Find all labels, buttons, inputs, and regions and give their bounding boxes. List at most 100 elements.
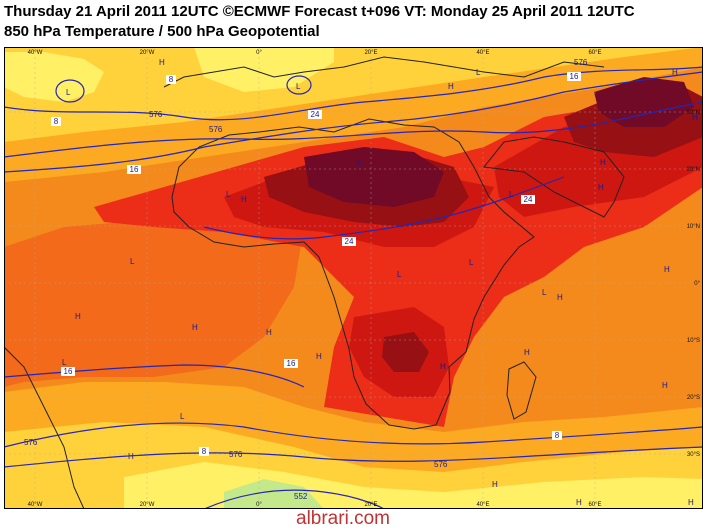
- lat-label: 30°S: [687, 452, 700, 458]
- coastline-madagascar: [506, 361, 537, 420]
- coastline-south-america: [4, 346, 85, 509]
- contour-south-8: [4, 446, 703, 468]
- high-mark: H: [75, 312, 81, 321]
- lon-label: 40°W: [28, 50, 43, 56]
- geopotential-labels: 576 576 576 576 576 552 576: [24, 58, 588, 501]
- lat-label: 30°N: [687, 110, 700, 116]
- svg-text:16: 16: [64, 367, 73, 376]
- watermark-text: albrari.com: [296, 508, 390, 529]
- temp-label: 8: [51, 117, 61, 126]
- svg-text:24: 24: [524, 195, 533, 204]
- high-mark: H: [266, 328, 272, 337]
- high-mark: H: [241, 195, 247, 204]
- contour-south-16: [4, 364, 305, 388]
- lat-label: 10°S: [687, 338, 700, 344]
- lon-axis-bottom: 40°W 20°W 0° 20°E 40°E 60°E: [28, 502, 602, 508]
- high-mark: H: [159, 58, 165, 67]
- svg-text:16: 16: [570, 72, 579, 81]
- forecast-title-line2: 850 hPa Temperature / 500 hPa Geopotenti…: [4, 23, 320, 40]
- lon-label: 20°E: [364, 502, 377, 508]
- coastline-europe: [163, 56, 605, 88]
- high-mark: H: [664, 265, 670, 274]
- geopotential-label: 576: [434, 460, 448, 469]
- lon-label: 20°W: [140, 50, 155, 56]
- temp-label: 8: [199, 447, 209, 456]
- low-mark: L: [130, 257, 135, 266]
- lon-label: 20°E: [364, 50, 377, 56]
- low-center-ring-2: [286, 75, 312, 95]
- high-mark: H: [672, 68, 678, 77]
- coastline-arabia: [483, 136, 625, 218]
- temp-band-0-northwest: [4, 52, 104, 102]
- temp-label: 16: [284, 359, 298, 368]
- low-center-ring: [55, 79, 85, 103]
- lon-label: 40°E: [476, 502, 489, 508]
- low-mark: L: [469, 258, 474, 267]
- geopotential-label: 552: [294, 492, 308, 501]
- temp-label: 16: [61, 367, 75, 376]
- contour-24: [203, 176, 565, 240]
- high-mark: H: [316, 352, 322, 361]
- lat-label: 20°N: [687, 167, 700, 173]
- contour-south-552: [203, 489, 385, 509]
- pressure-centers: L L L L L L L L L L L L H H H H H H H H …: [62, 58, 698, 507]
- lon-label: 0°: [256, 502, 262, 508]
- lon-axis-top: 40°W 20°W 0° 20°E 40°E 60°E: [28, 50, 602, 56]
- geopotential-label: 576: [209, 125, 223, 134]
- map-frame: [4, 47, 703, 509]
- temp-label: 24: [342, 237, 356, 246]
- temp-label: 8: [166, 75, 176, 84]
- lat-label: 0°: [694, 281, 700, 287]
- low-mark: L: [66, 88, 71, 97]
- lon-label: 0°: [256, 50, 262, 56]
- contour-north-0: [4, 101, 703, 158]
- coastline-africa: [171, 118, 535, 430]
- temp-band-4-north: [4, 47, 703, 142]
- lon-label: 60°E: [588, 502, 601, 508]
- low-mark: L: [357, 158, 362, 167]
- lon-label: 40°E: [476, 50, 489, 56]
- svg-text:8: 8: [202, 447, 207, 456]
- temp-label: 16: [127, 165, 141, 174]
- contour-north-576: [4, 66, 703, 121]
- low-mark: L: [476, 68, 481, 77]
- low-mark: L: [542, 288, 547, 297]
- temperature-labels: 8 16 24 24 16 16 24 16 8 8 8: [51, 72, 581, 456]
- low-mark: L: [226, 190, 231, 199]
- low-mark: L: [296, 82, 301, 91]
- high-mark: H: [192, 323, 198, 332]
- high-mark: H: [492, 480, 498, 489]
- forecast-map: 40°W 20°W 0° 20°E 40°E 60°E 40°W 20°W 0°…: [4, 47, 703, 509]
- coastlines: [4, 56, 625, 509]
- geopotential-label: 576: [149, 110, 163, 119]
- geopotential-contours: [4, 66, 703, 509]
- temp-label: 8: [552, 431, 562, 440]
- forecast-title-line1: Thursday 21 April 2011 12UTC ©ECMWF Fore…: [4, 3, 635, 20]
- temp-band-32-arabia: [594, 77, 694, 127]
- lat-axis-right: 30°N 20°N 10°N 0° 10°S 20°S 30°S: [687, 110, 701, 458]
- temp-band-cold-south: [224, 479, 324, 509]
- lon-label: 60°E: [588, 50, 601, 56]
- svg-text:8: 8: [555, 431, 560, 440]
- svg-text:16: 16: [287, 359, 296, 368]
- high-mark: H: [448, 82, 454, 91]
- high-mark: H: [662, 381, 668, 390]
- svg-text:24: 24: [311, 110, 320, 119]
- temp-band-16-west: [4, 207, 304, 387]
- low-mark: L: [62, 358, 67, 367]
- high-mark: H: [440, 362, 446, 371]
- geopotential-label: 576: [24, 438, 38, 447]
- high-mark: H: [688, 498, 694, 507]
- high-mark: H: [576, 498, 582, 507]
- lat-label: 10°N: [687, 224, 700, 230]
- map-gridlines: [4, 47, 703, 509]
- svg-text:24: 24: [345, 237, 354, 246]
- svg-text:16: 16: [130, 165, 139, 174]
- low-mark: L: [509, 190, 514, 199]
- high-mark: H: [557, 293, 563, 302]
- svg-text:8: 8: [54, 117, 59, 126]
- geopotential-label: 576: [229, 450, 243, 459]
- geopotential-label: 576: [574, 58, 588, 67]
- high-mark: H: [692, 113, 698, 122]
- lon-label: 20°W: [140, 502, 155, 508]
